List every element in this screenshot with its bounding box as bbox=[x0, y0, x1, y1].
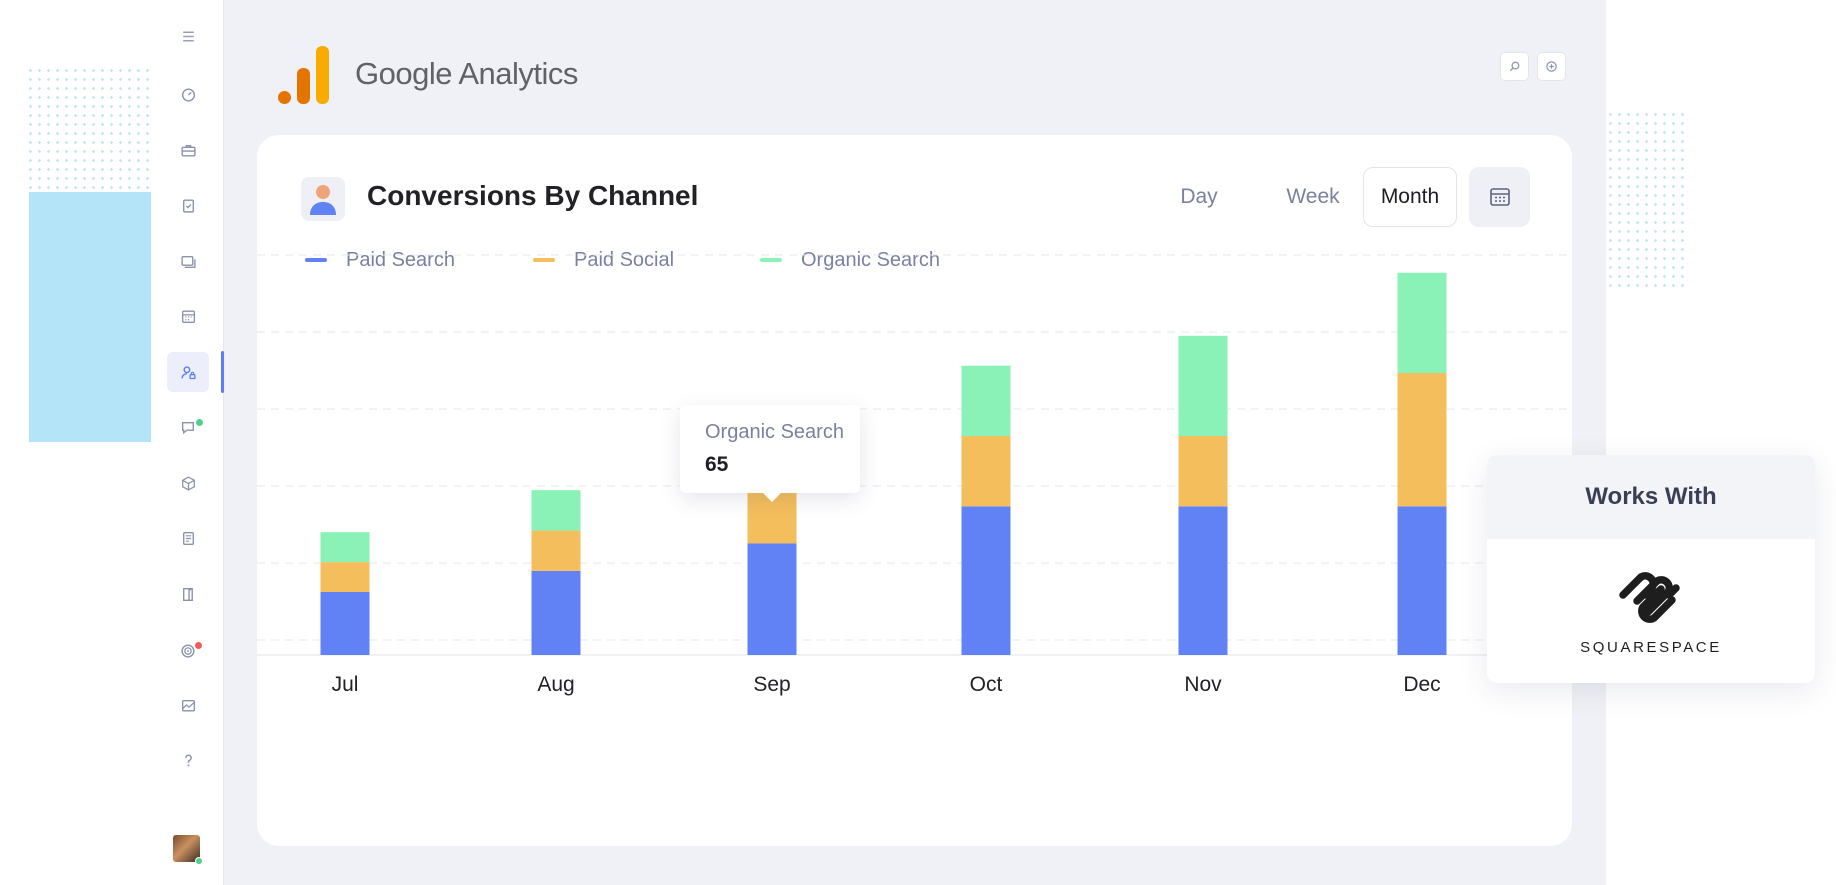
box-icon bbox=[181, 475, 195, 491]
help-icon bbox=[184, 753, 192, 766]
chat-icon bbox=[181, 421, 194, 434]
bar-dec-paid-social[interactable] bbox=[1397, 372, 1447, 507]
sidebar-item-tasks[interactable] bbox=[167, 185, 209, 225]
brand-analytics: Analytics bbox=[458, 56, 578, 91]
sidebar-item-menu[interactable] bbox=[167, 16, 209, 56]
legend-swatch-paid-social bbox=[533, 258, 555, 262]
x-tick-label-sep: Sep bbox=[753, 673, 790, 696]
legend-swatch-organic-search bbox=[760, 258, 782, 262]
book-icon bbox=[182, 587, 193, 601]
works-with-card: Works With SQUARESPACE bbox=[1487, 455, 1815, 683]
sidebar-item-reports[interactable] bbox=[167, 685, 209, 725]
document-icon bbox=[182, 531, 194, 545]
briefcase-icon bbox=[180, 144, 196, 157]
bar-nov-organic-search[interactable] bbox=[1178, 335, 1228, 437]
chart-icon bbox=[181, 699, 195, 712]
bar-oct-paid-search[interactable] bbox=[961, 506, 1011, 655]
sidebar-item-book[interactable] bbox=[167, 574, 209, 614]
sidebar-item-briefcase[interactable] bbox=[167, 130, 209, 170]
sidebar-item-target[interactable] bbox=[167, 630, 209, 670]
sidebar-item-cards[interactable] bbox=[167, 241, 209, 281]
period-day-button[interactable]: Day bbox=[1180, 185, 1218, 208]
user-online-dot bbox=[195, 857, 203, 865]
bar-aug-organic-search[interactable] bbox=[531, 490, 581, 531]
legend-item-paid-social[interactable]: Paid Social bbox=[533, 245, 674, 275]
dashboard-icon bbox=[181, 87, 195, 102]
search-icon bbox=[1509, 61, 1520, 72]
sidebar-active-indicator bbox=[221, 351, 224, 393]
sidebar-item-box[interactable] bbox=[167, 463, 209, 503]
legend-label-organic-search: Organic Search bbox=[801, 248, 940, 271]
bar-nov-paid-social[interactable] bbox=[1178, 436, 1228, 507]
target-icon bbox=[180, 643, 195, 658]
top-search-button[interactable] bbox=[1500, 52, 1529, 81]
add-circle-icon bbox=[1546, 61, 1557, 72]
top-add-button[interactable] bbox=[1537, 52, 1566, 81]
sidebar-item-chat[interactable] bbox=[167, 407, 209, 447]
period-month-button[interactable]: Month bbox=[1363, 167, 1457, 227]
sidebar bbox=[151, 0, 224, 885]
decor-blue-block bbox=[29, 192, 159, 442]
bar-nov-paid-search[interactable] bbox=[1178, 506, 1228, 655]
conversions-chart: Jul Aug Sep Oct Nov Dec bbox=[257, 254, 1572, 696]
brand-google: Google bbox=[355, 56, 452, 91]
x-tick-label-jul: Jul bbox=[332, 673, 359, 696]
legend-item-organic-search[interactable]: Organic Search bbox=[760, 245, 940, 275]
calendar-icon bbox=[1489, 188, 1510, 206]
bar-aug-paid-social[interactable] bbox=[531, 530, 581, 571]
chat-badge-dot bbox=[196, 419, 203, 426]
legend-label-paid-social: Paid Social bbox=[574, 248, 675, 271]
calendar-icon bbox=[181, 309, 195, 323]
user-icon bbox=[310, 185, 336, 215]
card-title: Conversions By Channel bbox=[367, 180, 699, 211]
clipboard-icon bbox=[182, 198, 194, 213]
google-analytics-logo bbox=[278, 44, 332, 104]
bar-jul-paid-search[interactable] bbox=[320, 591, 370, 655]
legend-item-paid-search[interactable]: Paid Search bbox=[305, 245, 455, 275]
calendar-button[interactable] bbox=[1469, 167, 1530, 227]
card-avatar bbox=[301, 177, 345, 221]
period-week-button[interactable]: Week bbox=[1286, 185, 1340, 208]
bar-dec-organic-search[interactable] bbox=[1397, 272, 1447, 373]
x-tick-label-aug: Aug bbox=[537, 673, 574, 696]
sidebar-item-calendar[interactable] bbox=[167, 296, 209, 336]
sidebar-item-dashboard[interactable] bbox=[167, 74, 209, 114]
works-with-title: Works With bbox=[1487, 455, 1815, 539]
brand-title: Google Analytics bbox=[355, 56, 578, 92]
tooltip-value: 65 bbox=[705, 453, 729, 476]
sidebar-item-document[interactable] bbox=[167, 518, 209, 558]
tooltip-label: Organic Search bbox=[705, 421, 844, 443]
sidebar-item-help[interactable] bbox=[167, 740, 209, 780]
squarespace-logo-icon bbox=[1619, 572, 1680, 623]
bar-oct-organic-search[interactable] bbox=[961, 365, 1011, 437]
bar-jul-organic-search[interactable] bbox=[320, 532, 370, 563]
squarespace-wordmark: SQUARESPACE bbox=[1580, 639, 1722, 656]
bar-aug-paid-search[interactable] bbox=[531, 570, 581, 655]
legend-swatch-paid-search bbox=[305, 258, 327, 262]
user-lock-icon bbox=[180, 365, 196, 379]
x-tick-label-nov: Nov bbox=[1184, 673, 1222, 696]
legend-label-paid-search: Paid Search bbox=[346, 248, 455, 271]
bar-oct-paid-social[interactable] bbox=[961, 436, 1011, 507]
cards-icon bbox=[180, 255, 196, 268]
menu-icon bbox=[182, 31, 194, 41]
sidebar-item-users[interactable] bbox=[167, 352, 209, 392]
bar-sep-paid-search[interactable] bbox=[747, 543, 797, 655]
bar-dec-paid-search[interactable] bbox=[1397, 506, 1447, 655]
target-badge-dot bbox=[195, 642, 202, 649]
decor-dots-right bbox=[1606, 110, 1686, 290]
x-tick-label-dec: Dec bbox=[1403, 673, 1440, 696]
conversions-card: Conversions By Channel Day Week Month Pa… bbox=[257, 135, 1572, 846]
bar-jul-paid-social[interactable] bbox=[320, 562, 370, 592]
x-tick-label-oct: Oct bbox=[970, 673, 1003, 696]
chart-tooltip: Organic Search 65 bbox=[680, 405, 860, 502]
